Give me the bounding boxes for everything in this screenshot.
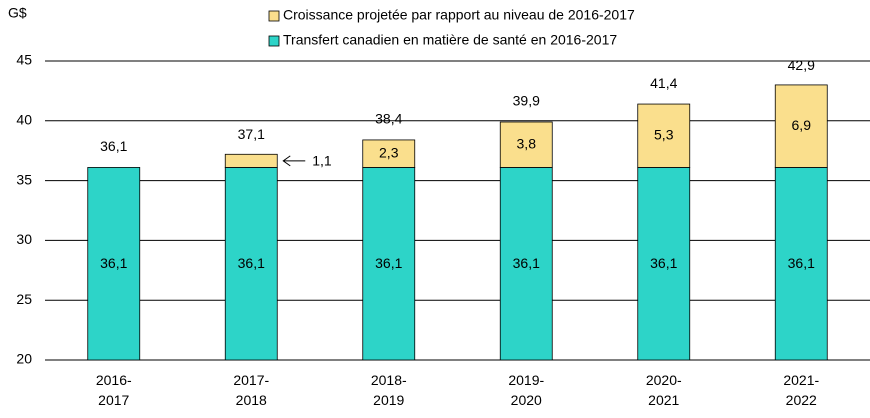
y-tick-label: 40 bbox=[16, 112, 32, 128]
x-tick-label: 2018-2019 bbox=[371, 372, 407, 408]
bar-segment bbox=[774, 167, 828, 361]
legend-swatch bbox=[268, 10, 280, 22]
bar-segment bbox=[637, 167, 691, 361]
value-label: 3,8 bbox=[517, 135, 537, 151]
value-label: 36,1 bbox=[100, 255, 127, 271]
bar-segment bbox=[362, 167, 416, 361]
x-tick-label: 2020-2021 bbox=[646, 372, 682, 408]
value-label: 6,9 bbox=[792, 117, 812, 133]
bar-segment bbox=[224, 167, 278, 361]
bar-segment bbox=[87, 167, 141, 361]
bar-segment bbox=[224, 153, 278, 168]
legend-label: Transfert canadien en matière de santé e… bbox=[283, 32, 617, 48]
total-label: 36,1 bbox=[100, 138, 127, 154]
value-label: 1,1 bbox=[312, 153, 332, 169]
bar-segment bbox=[499, 167, 553, 361]
bar-segment bbox=[362, 139, 416, 168]
y-unit: G$ bbox=[8, 5, 27, 21]
value-label: 36,1 bbox=[238, 255, 265, 271]
legend-label: Croissance projetée par rapport au nivea… bbox=[283, 7, 635, 23]
y-tick-label: 30 bbox=[16, 231, 32, 247]
value-label: 36,1 bbox=[513, 255, 540, 271]
bar-segment bbox=[499, 121, 553, 168]
x-tick-label: 2016-2017 bbox=[96, 372, 132, 408]
value-label: 5,3 bbox=[654, 126, 674, 142]
total-label: 41,4 bbox=[650, 75, 677, 91]
y-tick-label: 25 bbox=[16, 291, 32, 307]
bar-segment bbox=[774, 84, 828, 168]
total-label: 39,9 bbox=[513, 93, 540, 109]
arrow bbox=[282, 155, 306, 167]
value-label: 2,3 bbox=[379, 144, 399, 160]
legend-swatch bbox=[268, 35, 280, 47]
y-tick-label: 35 bbox=[16, 171, 32, 187]
total-label: 38,4 bbox=[375, 111, 402, 127]
bar-segment bbox=[637, 103, 691, 168]
y-tick-label: 20 bbox=[16, 351, 32, 367]
x-tick-label: 2017-2018 bbox=[233, 372, 269, 408]
value-label: 36,1 bbox=[788, 255, 815, 271]
value-label: 36,1 bbox=[650, 255, 677, 271]
total-label: 42,9 bbox=[788, 57, 815, 73]
x-tick-label: 2021-2022 bbox=[783, 372, 819, 408]
x-tick-label: 2019-2020 bbox=[508, 372, 544, 408]
total-label: 37,1 bbox=[238, 126, 265, 142]
value-label: 36,1 bbox=[375, 255, 402, 271]
y-tick-label: 45 bbox=[16, 52, 32, 68]
